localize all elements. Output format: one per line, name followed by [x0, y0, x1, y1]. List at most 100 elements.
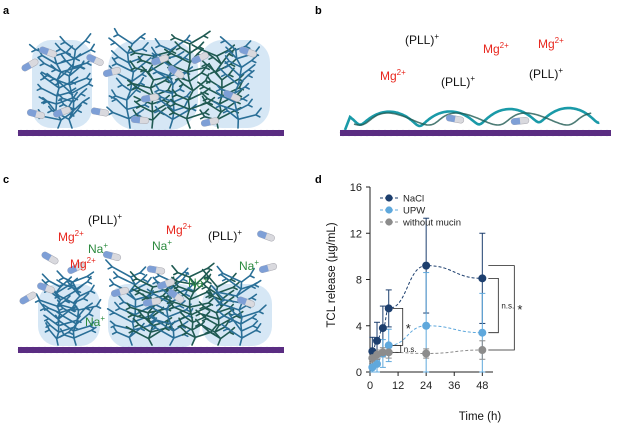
mucin-fiber: [164, 30, 216, 129]
significance-bracket: [392, 345, 402, 353]
drug-capsule-icon: [53, 106, 71, 118]
capsule-half: [91, 107, 101, 116]
drug-capsule-icon: [223, 90, 241, 102]
substrate-bead: [215, 346, 223, 354]
ion-label-na: Na+: [239, 258, 259, 273]
substrate-bead: [119, 129, 127, 137]
substrate-bead: [537, 129, 545, 137]
substrate-bead: [185, 346, 193, 354]
substrate-bead: [489, 129, 497, 137]
capsule-half: [21, 62, 32, 72]
drug-capsule-icon: [37, 282, 55, 294]
capsule-half: [151, 56, 162, 66]
drug-capsule-icon: [167, 289, 185, 303]
x-tick-label: 0: [367, 380, 373, 392]
substrate-bead: [227, 129, 235, 137]
mucin-hydrogel-blob: [200, 40, 270, 128]
substrate-bead: [495, 129, 503, 137]
substrate-bead: [173, 129, 181, 137]
substrate-bead: [155, 346, 163, 354]
substrate-bead: [23, 129, 31, 137]
substrate-bead: [137, 346, 145, 354]
drug-capsule-icon: [510, 117, 530, 125]
substrate-bead: [275, 346, 283, 354]
mucin-fiber: [163, 262, 218, 346]
drug-capsule-icon: [90, 107, 110, 117]
substrate-bead: [149, 346, 157, 354]
ion-label-pll: (PLL)+: [405, 32, 439, 47]
y-tick-label: 16: [350, 182, 362, 194]
substrate-bead: [251, 129, 259, 137]
data-point: [384, 348, 393, 357]
legend-marker: [385, 206, 393, 214]
substrate-bead: [257, 129, 265, 137]
ion-label-pll: (PLL)+: [208, 228, 242, 243]
data-point: [373, 336, 382, 345]
substrate-bead: [275, 129, 283, 137]
capsule-half: [143, 298, 153, 307]
substrate-bead: [435, 129, 443, 137]
capsule-half: [168, 289, 178, 299]
capsule-half: [157, 280, 168, 290]
substrate-bead: [119, 346, 127, 354]
data-point: [422, 261, 431, 270]
substrate-bead: [549, 129, 557, 137]
panel-c-illustration: (PLL)+Mg2+ Mg2+(PLL)+Na+ Na+Mg2+ Na+Na+Na+: [17, 212, 284, 354]
legend-label: NaCl: [403, 194, 424, 205]
substrate-bead: [269, 346, 277, 354]
drug-capsule-icon: [21, 58, 39, 72]
capsule-half: [237, 296, 248, 306]
substrate-bead: [209, 129, 217, 137]
significance-label: *: [517, 302, 522, 317]
substrate-bead: [47, 346, 55, 354]
mucin-fiber-compressed: [353, 112, 592, 126]
substrate-bead: [263, 346, 271, 354]
substrate-bead: [167, 129, 175, 137]
drug-capsule-icon: [39, 46, 57, 58]
drug-capsule-icon: [26, 109, 46, 119]
y-tick-label: 0: [356, 367, 362, 379]
substrate-bead: [203, 346, 211, 354]
substrate-bead: [525, 129, 533, 137]
substrate-bead: [221, 346, 229, 354]
substrate-bead: [65, 346, 73, 354]
substrate-bead: [179, 129, 187, 137]
drug-capsule-icon: [102, 67, 122, 77]
substrate-bead: [573, 129, 581, 137]
drug-capsule-icon: [258, 263, 278, 273]
x-tick-label: 12: [392, 380, 404, 392]
substrate-bead: [125, 129, 133, 137]
drug-capsule-icon: [151, 54, 169, 66]
data-point: [378, 324, 387, 333]
significance-bracket: [392, 308, 404, 346]
drug-capsule-icon: [146, 265, 166, 275]
substrate-bead: [263, 129, 271, 137]
mucin-fiber: [46, 33, 96, 129]
drug-capsule-icon: [191, 52, 209, 64]
drug-capsule-icon: [140, 93, 160, 103]
significance-label: n.s.: [501, 302, 514, 311]
substrate-bead: [71, 346, 79, 354]
substrate-bead: [531, 129, 539, 137]
substrate-bead: [53, 129, 61, 137]
ion-label-mg: Mg2+: [70, 256, 96, 271]
substrate-bead: [101, 346, 109, 354]
capsule-half: [446, 114, 456, 123]
substrate-bead: [453, 129, 461, 137]
substrate-bead: [191, 129, 199, 137]
substrate-bead: [77, 346, 85, 354]
drug-capsule-icon: [130, 116, 150, 124]
panel-a-illustration: [17, 27, 284, 137]
capsule-half: [511, 117, 521, 125]
capsule-half: [131, 116, 141, 124]
ion-label-mg: Mg2+: [166, 222, 192, 237]
substrate-bead: [375, 129, 383, 137]
substrate-bead: [239, 129, 247, 137]
legend-marker: [385, 218, 393, 226]
ion-label-na: Na+: [152, 238, 172, 253]
substrate-bead: [233, 129, 241, 137]
substrate-bead: [155, 129, 163, 137]
